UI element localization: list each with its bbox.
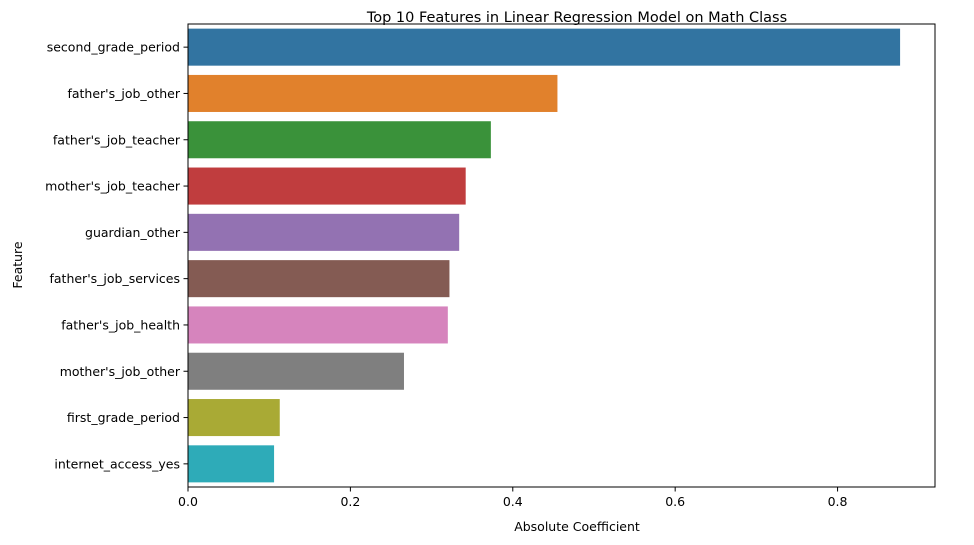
y-axis-label: Feature: [10, 241, 25, 289]
y-tick-label: first_grade_period: [67, 410, 180, 425]
bar: [188, 121, 491, 159]
y-tick-label: mother's_job_other: [60, 364, 181, 379]
y-tick-label: guardian_other: [85, 225, 181, 240]
plot-frame: [187, 23, 936, 488]
x-tick-label: 0.0: [178, 494, 198, 509]
y-tick-label: father's_job_services: [49, 271, 180, 286]
y-tick-label: father's_job_health: [61, 317, 180, 332]
bar: [188, 167, 466, 205]
bar: [188, 352, 404, 390]
bar: [188, 445, 275, 483]
x-axis: 0.0 0.2 0.4 0.6 0.8: [178, 487, 848, 509]
y-tick-label: father's_job_teacher: [53, 132, 181, 147]
bar: [188, 28, 901, 66]
bars-layer: [188, 28, 901, 483]
y-tick-label: father's_job_other: [67, 86, 180, 101]
chart-title: Top 10 Features in Linear Regression Mod…: [366, 10, 787, 26]
bar: [188, 260, 450, 298]
x-tick-label: 0.6: [665, 494, 685, 509]
bar: [188, 399, 280, 437]
y-tick-label: second_grade_period: [47, 40, 180, 55]
x-tick-label: 0.8: [828, 494, 848, 509]
bar: [188, 213, 460, 251]
x-axis-label: Absolute Coefficient: [514, 519, 640, 534]
y-tick-label: mother's_job_teacher: [45, 179, 181, 194]
y-tick-label: internet_access_yes: [54, 456, 180, 471]
bar: [188, 306, 448, 344]
bar: [188, 74, 558, 112]
y-axis: second_grade_period father's_job_otherfat…: [45, 40, 188, 471]
x-tick-label: 0.4: [503, 494, 523, 509]
x-tick-label: 0.2: [340, 494, 360, 509]
